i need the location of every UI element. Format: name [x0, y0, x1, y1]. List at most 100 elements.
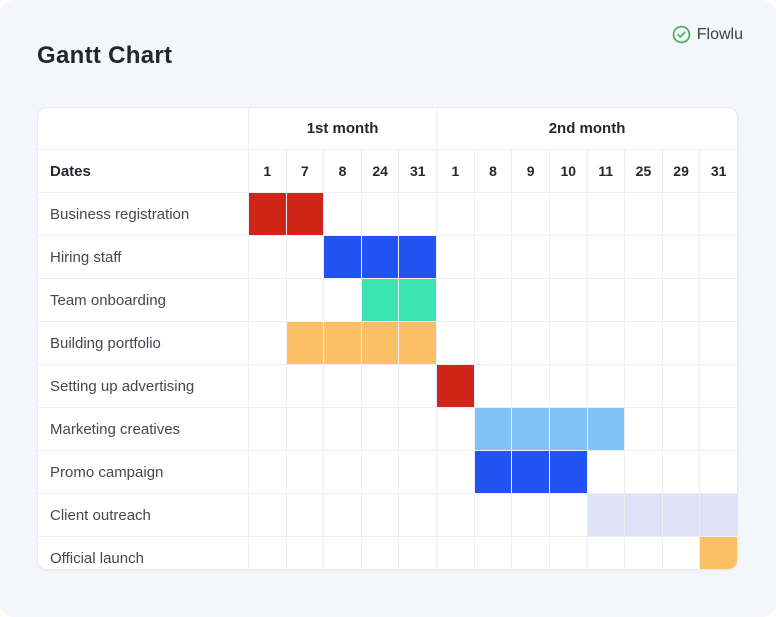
gantt-bar-cell[interactable] — [586, 408, 625, 450]
gantt-cell — [398, 451, 436, 493]
dates-row-label: Dates — [50, 162, 91, 180]
date-column-header: 31 — [699, 150, 737, 192]
gantt-cell — [436, 537, 474, 569]
page-title: Gantt Chart — [37, 42, 173, 69]
gantt-cell — [624, 279, 662, 321]
gantt-bar-cell[interactable] — [548, 408, 587, 450]
gantt-bar-cell[interactable] — [473, 408, 512, 450]
task-row: Official launch — [38, 536, 737, 569]
gantt-cell — [586, 451, 625, 493]
gantt-cell — [548, 322, 587, 364]
date-column-header: 25 — [624, 150, 662, 192]
gantt-bar-cell[interactable] — [511, 451, 549, 493]
gantt-cell — [699, 193, 737, 235]
gantt-bar-cell[interactable] — [473, 451, 512, 493]
gantt-cell — [398, 408, 436, 450]
gantt-bar-cell[interactable] — [699, 494, 737, 536]
gantt-cell — [323, 408, 361, 450]
gantt-cell — [586, 365, 625, 407]
gantt-cell — [548, 365, 587, 407]
gantt-cell — [285, 236, 324, 278]
gantt-cell — [285, 365, 324, 407]
month-group-2: 2nd month — [436, 108, 737, 149]
gantt-cell — [661, 408, 700, 450]
gantt-bar-cell[interactable] — [586, 494, 625, 536]
month-header-row: 1st month 2nd month — [38, 108, 737, 149]
gantt-cell — [661, 279, 700, 321]
task-row: Business registration — [38, 192, 737, 235]
gantt-cell — [248, 365, 286, 407]
gantt-bar-cell[interactable] — [248, 193, 286, 235]
brand-name: Flowlu — [696, 25, 743, 43]
gantt-bar-cell[interactable] — [398, 236, 437, 278]
corner-cell — [38, 108, 248, 149]
task-label: Official launch — [50, 549, 144, 567]
task-row: Hiring staff — [38, 235, 737, 278]
gantt-cell — [323, 494, 361, 536]
gantt-cell — [248, 279, 286, 321]
gantt-bar-cell[interactable] — [360, 279, 399, 321]
gantt-cell — [436, 193, 474, 235]
gantt-cell — [586, 537, 625, 569]
gantt-cell — [473, 537, 512, 569]
gantt-cell — [699, 236, 737, 278]
gantt-cell — [248, 537, 286, 569]
flowlu-logo[interactable]: Flowlu — [672, 25, 743, 44]
gantt-cell — [473, 365, 512, 407]
gantt-cell — [699, 365, 737, 407]
gantt-bar-cell[interactable] — [699, 537, 737, 569]
gantt-cell — [360, 365, 399, 407]
gantt-cell — [511, 365, 549, 407]
dates-header-row: Dates 1 7 8 24 31 1 8 9 10 11 25 29 31 — [38, 149, 737, 192]
gantt-cell — [548, 537, 587, 569]
task-label: Hiring staff — [50, 248, 122, 266]
gantt-cell — [548, 236, 587, 278]
gantt-cell — [624, 537, 662, 569]
date-column-header: 24 — [360, 150, 399, 192]
gantt-cell — [511, 322, 549, 364]
gantt-cell — [699, 451, 737, 493]
task-row: Marketing creatives — [38, 407, 737, 450]
gantt-bar-cell[interactable] — [624, 494, 662, 536]
gantt-bar-cell[interactable] — [548, 451, 587, 493]
gantt-bar-cell[interactable] — [285, 322, 324, 364]
gantt-bar-cell[interactable] — [661, 494, 700, 536]
gantt-bar-cell[interactable] — [511, 408, 549, 450]
gantt-bar-cell[interactable] — [323, 322, 361, 364]
gantt-table: 1st month 2nd month Dates 1 7 8 24 31 1 8 9 10 11 2… — [37, 107, 738, 570]
gantt-bar-cell[interactable] — [323, 236, 361, 278]
gantt-cell — [248, 451, 286, 493]
date-column-header: 1 — [248, 150, 286, 192]
date-column-header: 8 — [473, 150, 512, 192]
gantt-bar-cell[interactable] — [436, 365, 474, 407]
task-row: Client outreach — [38, 493, 737, 536]
task-label: Setting up advertising — [50, 377, 195, 395]
gantt-cell — [548, 494, 587, 536]
date-column-header: 9 — [511, 150, 549, 192]
gantt-cell — [248, 408, 286, 450]
gantt-cell — [473, 322, 512, 364]
gantt-cell — [436, 408, 474, 450]
gantt-bar-cell[interactable] — [398, 322, 437, 364]
gantt-bar-cell[interactable] — [398, 279, 437, 321]
gantt-cell — [511, 537, 549, 569]
gantt-cell — [473, 193, 512, 235]
gantt-cell — [548, 279, 587, 321]
gantt-cell — [248, 236, 286, 278]
gantt-bar-cell[interactable] — [360, 322, 399, 364]
gantt-cell — [248, 322, 286, 364]
task-label: Team onboarding — [50, 291, 166, 309]
task-label: Marketing creatives — [50, 420, 181, 438]
gantt-bar-cell[interactable] — [360, 236, 399, 278]
date-column-header: 7 — [285, 150, 324, 192]
gantt-cell — [360, 494, 399, 536]
gantt-cell — [473, 236, 512, 278]
gantt-cell — [473, 279, 512, 321]
gantt-cell — [699, 279, 737, 321]
gantt-bar-cell[interactable] — [285, 193, 324, 235]
gantt-cell — [398, 193, 436, 235]
gantt-cell — [360, 408, 399, 450]
gantt-cell — [511, 279, 549, 321]
task-label: Building portfolio — [50, 334, 161, 352]
date-column-header: 31 — [398, 150, 436, 192]
